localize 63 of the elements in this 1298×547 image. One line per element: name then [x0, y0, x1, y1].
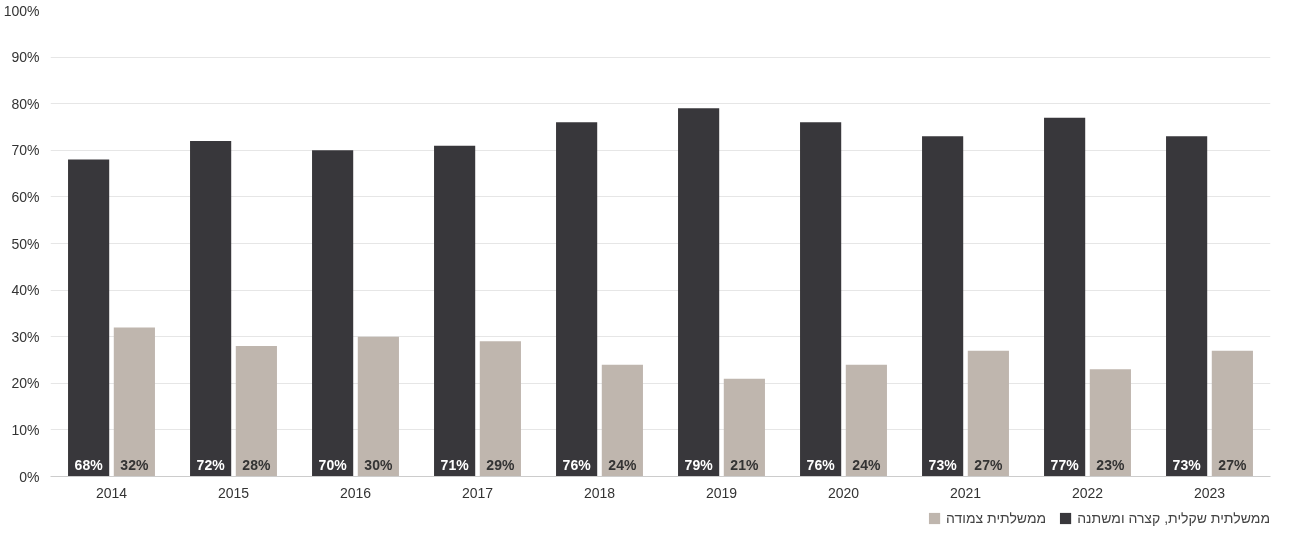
y-tick-label: 50%	[11, 235, 40, 252]
bar	[556, 122, 598, 477]
bar	[479, 341, 521, 477]
data-label: 27%	[1218, 456, 1247, 473]
data-label: 73%	[1172, 456, 1202, 473]
data-label: 27%	[974, 456, 1003, 473]
y-tick-label: 40%	[11, 282, 40, 299]
data-label: 24%	[608, 456, 637, 473]
y-tick-label: 20%	[11, 375, 40, 392]
bar	[312, 150, 354, 477]
x-tick-label: 2014	[95, 484, 128, 501]
y-tick-label: 10%	[11, 421, 40, 438]
x-tick-label: 2015	[217, 484, 250, 501]
bar	[800, 122, 842, 477]
bar	[357, 336, 399, 477]
data-label: 79%	[684, 456, 714, 473]
bar	[113, 327, 155, 477]
x-tick-label: 2018	[583, 484, 616, 501]
data-label: 71%	[440, 456, 470, 473]
bar	[68, 159, 110, 477]
legend-label: ממשלתית שקלית, קצרה ומשתנה	[1077, 510, 1270, 526]
bar	[678, 108, 720, 477]
y-tick-label: 80%	[11, 95, 40, 112]
x-tick-label: 2021	[949, 484, 982, 501]
data-label: 70%	[318, 456, 348, 473]
data-label: 21%	[730, 456, 759, 473]
data-label: 73%	[928, 456, 958, 473]
legend-label: ממשלתית צמודה	[946, 510, 1047, 526]
bar	[601, 364, 643, 477]
data-label: 72%	[196, 456, 226, 473]
bar	[434, 145, 476, 477]
data-label: 28%	[242, 456, 271, 473]
x-tick-label: 2017	[461, 484, 494, 501]
x-tick-label: 2016	[339, 484, 372, 501]
bar	[1166, 136, 1208, 477]
data-label: 29%	[486, 456, 515, 473]
y-tick-label: 0%	[19, 468, 40, 485]
y-tick-label: 100%	[3, 2, 40, 19]
data-label: 76%	[562, 456, 592, 473]
bar	[723, 378, 765, 477]
bar	[190, 140, 232, 477]
bar	[1044, 117, 1086, 477]
bar	[967, 350, 1009, 477]
y-tick-label: 60%	[11, 188, 40, 205]
data-label: 68%	[74, 456, 104, 473]
bar	[922, 136, 964, 477]
data-label: 30%	[364, 456, 393, 473]
data-label: 77%	[1050, 456, 1080, 473]
x-tick-label: 2022	[1071, 484, 1104, 501]
x-tick-label: 2020	[827, 484, 860, 501]
bar	[1089, 369, 1131, 477]
x-tick-label: 2023	[1193, 484, 1226, 501]
bar	[235, 346, 277, 477]
data-label: 24%	[852, 456, 881, 473]
data-label: 32%	[120, 456, 149, 473]
y-tick-label: 70%	[11, 142, 40, 159]
y-tick-label: 90%	[11, 49, 40, 66]
data-label: 76%	[806, 456, 836, 473]
y-tick-label: 30%	[11, 328, 40, 345]
bar	[845, 364, 887, 477]
x-tick-label: 2019	[705, 484, 738, 501]
bar	[1211, 350, 1253, 477]
data-label: 23%	[1096, 456, 1125, 473]
